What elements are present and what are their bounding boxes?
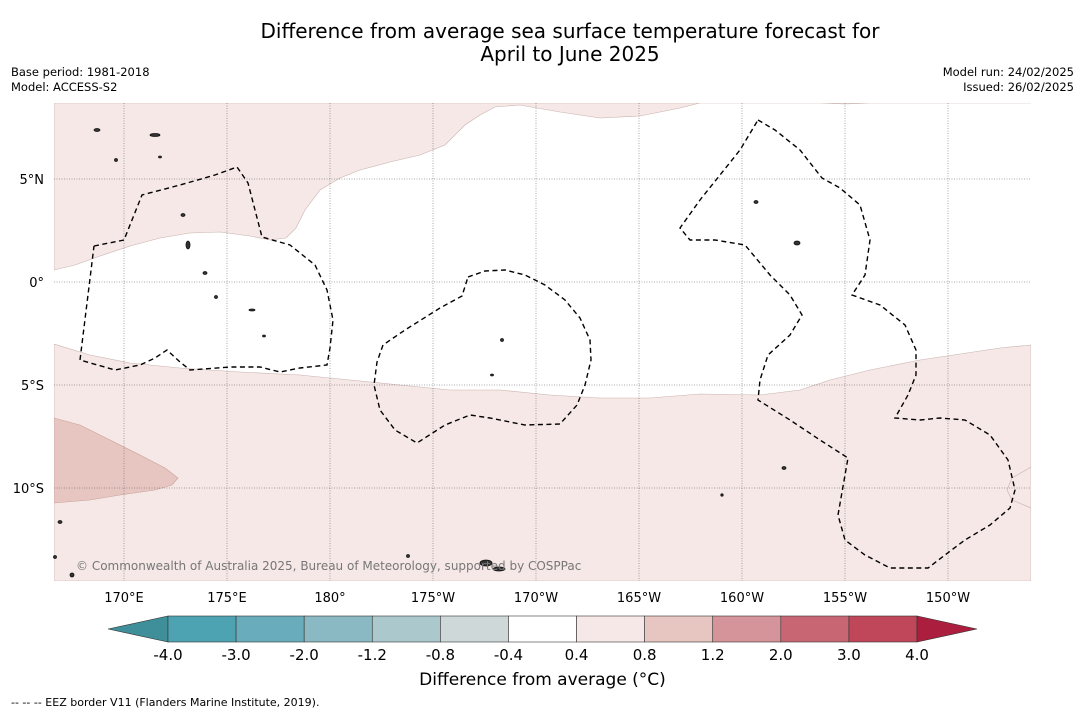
lon-label-160w: 160°W	[720, 591, 764, 606]
meta-left: Base period: 1981-2018 Model: ACCESS-S2	[11, 65, 150, 95]
colorbar-segment	[371, 615, 441, 643]
lon-label-165w: 165°W	[617, 591, 661, 606]
colorbar-tick-label: -0.8	[426, 646, 455, 664]
map-title: Difference from average sea surface temp…	[0, 20, 1085, 66]
colorbar-segment	[508, 615, 577, 643]
anomaly-region-southwest	[54, 417, 179, 504]
lat-label-0: 0°	[29, 276, 44, 291]
lat-label-5s: 5°S	[21, 379, 44, 394]
colorbar: -4.0 -3.0 -2.0 -1.2 -0.8 -0.4 0.4 0.8 1.2 2.0 3.0 4…	[107, 615, 978, 664]
colorbar-tick-label: -2.0	[290, 646, 319, 664]
colorbar-tick-label: 1.2	[701, 646, 725, 664]
model-text: Model: ACCESS-S2	[11, 80, 118, 94]
anomaly-region-north	[54, 103, 1031, 271]
anomaly-region-east	[1006, 466, 1031, 509]
title-line-2: April to June 2025	[480, 42, 660, 66]
lon-label-180: 180°	[314, 591, 345, 606]
graticule	[54, 103, 1031, 581]
colorbar-segment	[235, 615, 305, 643]
colorbar-tick-label: -1.2	[358, 646, 387, 664]
lon-label-150w: 150°W	[926, 591, 970, 606]
colorbar-tick-label: 0.4	[565, 646, 589, 664]
eez-borders	[79, 119, 1016, 569]
colorbar-tick-label: -0.4	[494, 646, 523, 664]
eez-border-kiribati-gilbert	[79, 166, 334, 373]
colorbar-segment	[303, 615, 373, 643]
colorbar-segment	[712, 615, 782, 643]
colorbar-extend-high	[916, 615, 978, 643]
colorbar-segment	[440, 615, 509, 643]
eez-footnote: -- -- -- EEZ border V11 (Flanders Marine…	[11, 696, 320, 709]
colorbar-segment	[167, 615, 237, 643]
anomaly-region-south	[54, 343, 1031, 581]
colorbar-segment	[576, 615, 645, 643]
colorbar-tick-label: -3.0	[221, 646, 250, 664]
colorbar-segment	[848, 615, 918, 643]
meta-right: Model run: 24/02/2025 Issued: 26/02/2025	[943, 65, 1074, 95]
islands	[53, 128, 801, 578]
lon-label-155w: 155°W	[823, 591, 867, 606]
lon-label-175w: 175°W	[411, 591, 455, 606]
issued-text: Issued: 26/02/2025	[963, 80, 1074, 94]
colorbar-segment	[780, 615, 850, 643]
colorbar-tick-label: -4.0	[153, 646, 182, 664]
lon-label-170e: 170°E	[104, 591, 144, 606]
colorbar-tick-label: 3.0	[837, 646, 861, 664]
colorbar-extend-low	[107, 615, 169, 643]
copyright-text: © Commonwealth of Australia 2025, Bureau…	[76, 559, 581, 573]
lon-label-175e: 175°E	[207, 591, 247, 606]
colorbar-label: Difference from average (°C)	[419, 670, 666, 690]
colorbar-segment	[644, 615, 714, 643]
title-line-1: Difference from average sea surface temp…	[260, 19, 880, 43]
eez-border-line-islands	[679, 119, 1016, 569]
colorbar-tick-label: 4.0	[905, 646, 929, 664]
eez-border-phoenix	[373, 269, 592, 444]
model-run-text: Model run: 24/02/2025	[942, 65, 1074, 79]
base-period-text: Base period: 1981-2018	[11, 65, 150, 79]
lon-label-170w: 170°W	[514, 591, 558, 606]
colorbar-tick-label: 2.0	[769, 646, 793, 664]
lat-label-10s: 10°S	[13, 482, 44, 497]
lat-label-5n: 5°N	[20, 173, 45, 188]
colorbar-tick-label: 0.8	[633, 646, 657, 664]
